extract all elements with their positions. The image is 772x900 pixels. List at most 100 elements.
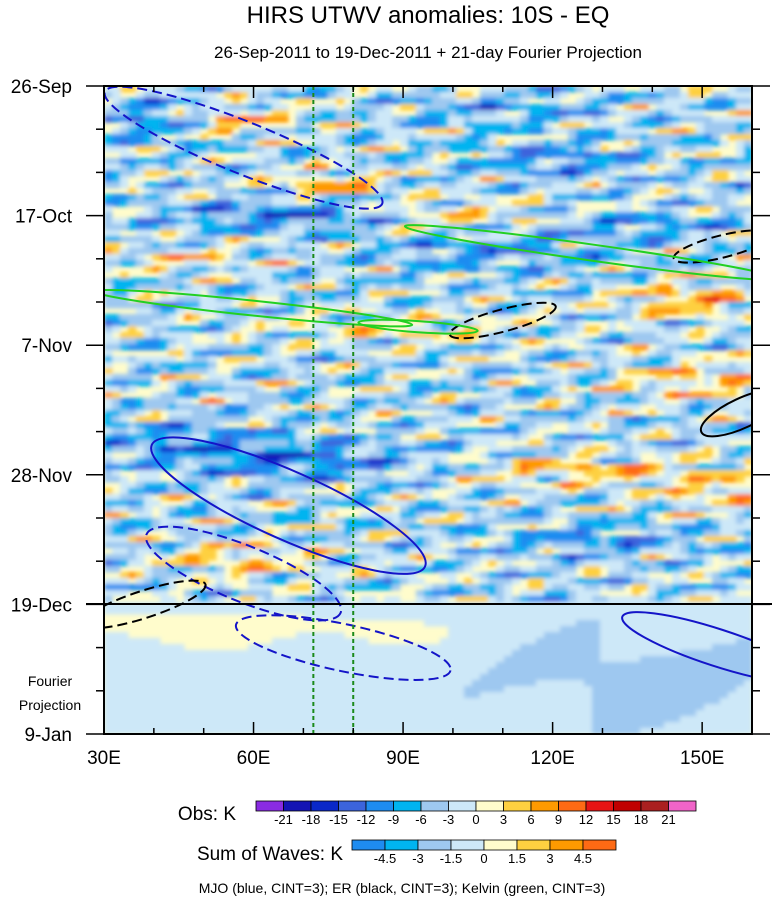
field-cell: [184, 194, 193, 201]
field-cell: [384, 356, 393, 363]
field-cell: [480, 338, 489, 345]
field-cell: [536, 116, 545, 123]
plot-area: [104, 86, 752, 734]
field-cell: [368, 242, 377, 249]
field-cell: [112, 380, 121, 387]
field-cell: [208, 482, 217, 489]
field-cell: [224, 320, 233, 327]
field-cell: [344, 500, 353, 507]
field-cell: [104, 314, 113, 321]
field-cell: [184, 146, 193, 153]
field-cell: [352, 134, 361, 141]
field-cell: [544, 242, 553, 249]
field-cell: [568, 422, 577, 429]
field-cell: [200, 272, 209, 279]
field-cell: [200, 266, 209, 273]
field-cell: [328, 92, 337, 99]
field-cell: [552, 224, 561, 231]
field-cell: [312, 218, 321, 225]
field-cell: [144, 482, 153, 489]
field-cell: [136, 494, 145, 501]
field-cell: [144, 266, 153, 273]
field-cell: [656, 86, 665, 93]
field-cell: [256, 206, 265, 213]
field-cell: [104, 386, 113, 393]
field-cell: [128, 188, 137, 195]
field-cell: [528, 278, 537, 285]
field-cell: [496, 128, 505, 135]
field-cell: [104, 452, 113, 459]
field-cell: [504, 86, 513, 93]
field-cell: [408, 416, 417, 423]
field-cell: [512, 278, 521, 285]
field-cell: [256, 428, 265, 435]
field-cell: [432, 440, 441, 447]
field-cell: [112, 470, 121, 477]
field-cell: [440, 176, 449, 183]
field-cell: [400, 332, 409, 339]
field-cell: [632, 110, 641, 117]
field-cell: [648, 152, 657, 159]
field-cell: [224, 374, 233, 381]
field-cell: [128, 488, 137, 495]
field-cell: [656, 134, 665, 141]
field-cell: [632, 176, 641, 183]
field-cell: [216, 452, 225, 459]
field-cell: [152, 488, 161, 495]
field-cell: [216, 206, 225, 213]
field-cell: [280, 374, 289, 381]
field-cell: [560, 92, 569, 99]
field-cell: [160, 494, 169, 501]
field-cell: [616, 296, 625, 303]
field-cell: [640, 332, 649, 339]
field-cell: [552, 344, 561, 351]
field-cell: [544, 488, 553, 495]
field-cell: [552, 368, 561, 375]
field-cell: [448, 482, 457, 489]
field-cell: [536, 182, 545, 189]
field-cell: [296, 338, 305, 345]
field-cell: [360, 188, 369, 195]
field-cell: [152, 518, 161, 525]
field-cell: [456, 296, 465, 303]
field-cell: [528, 392, 537, 399]
field-cell: [216, 218, 225, 225]
field-cell: [152, 200, 161, 207]
field-cell: [400, 188, 409, 195]
field-cell: [736, 92, 745, 99]
field-cell: [304, 242, 313, 249]
field-cell: [424, 482, 433, 489]
field-cell: [144, 110, 153, 117]
field-cell: [656, 314, 665, 321]
field-cell: [616, 386, 625, 393]
field-cell: [544, 278, 553, 285]
field-cell: [184, 224, 193, 231]
field-cell: [328, 86, 337, 93]
field-cell: [536, 230, 545, 237]
field-cell: [400, 392, 409, 399]
field-cell: [488, 404, 497, 411]
field-cell: [544, 272, 553, 279]
field-cell: [624, 356, 633, 363]
field-cell: [248, 308, 257, 315]
field-cell: [360, 176, 369, 183]
field-cell: [584, 494, 593, 501]
field-cell: [448, 92, 457, 99]
field-cell: [544, 344, 553, 351]
field-cell: [384, 242, 393, 249]
field-cell: [224, 224, 233, 231]
field-cell: [736, 188, 745, 195]
field-cell: [160, 368, 169, 375]
field-cell: [480, 398, 489, 405]
field-cell: [376, 164, 385, 171]
field-cell: [208, 200, 217, 207]
field-cell: [200, 518, 209, 525]
field-cell: [704, 242, 713, 249]
field-cell: [360, 350, 369, 357]
field-cell: [496, 362, 505, 369]
field-cell: [264, 392, 273, 399]
field-cell: [256, 92, 265, 99]
field-cell: [176, 266, 185, 273]
field-cell: [216, 428, 225, 435]
field-cell: [704, 320, 713, 327]
